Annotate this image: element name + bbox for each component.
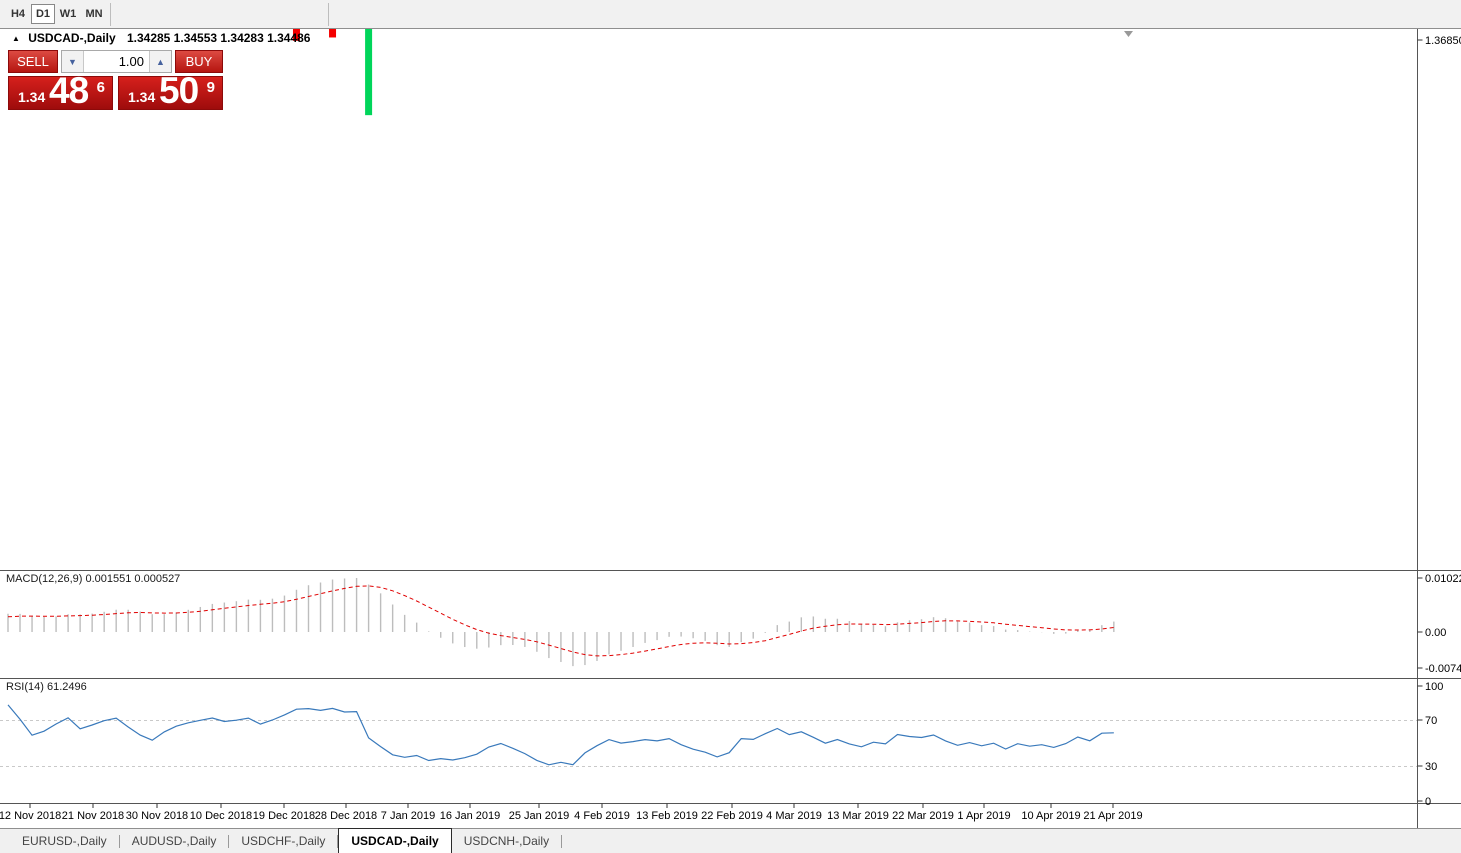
tab-eurusd-daily[interactable]: EURUSD-,Daily <box>22 834 107 848</box>
svg-text:10 Apr 2019: 10 Apr 2019 <box>1021 810 1080 822</box>
timeframe-toolbar: H4 D1 W1 MN <box>0 0 1461 29</box>
buy-price-big: 50 <box>159 70 199 111</box>
ohlc-values: 1.34285 1.34553 1.34283 1.34486 <box>126 31 311 45</box>
svg-text:13 Mar 2019: 13 Mar 2019 <box>827 810 889 822</box>
svg-text:0.010229: 0.010229 <box>1425 573 1461 585</box>
rsi-indicator-label: RSI(14) 61.2496 <box>6 681 87 693</box>
svg-text:4 Mar 2019: 4 Mar 2019 <box>766 810 822 822</box>
svg-text:25 Jan 2019: 25 Jan 2019 <box>509 810 570 822</box>
sell-price-big: 48 <box>49 70 89 111</box>
tab-separator <box>118 834 120 848</box>
volume-input[interactable]: 1.00 <box>118 54 144 69</box>
rsi-line <box>7 704 1114 766</box>
svg-text:22 Feb 2019: 22 Feb 2019 <box>701 810 763 822</box>
macd-name: MACD(12,26,9) <box>6 573 83 585</box>
tab-separator <box>228 834 230 848</box>
buy-price-prefix: 1.34 <box>128 89 156 105</box>
timeframe-mn-button[interactable]: MN <box>85 8 103 20</box>
rsi-name: RSI(14) <box>6 681 44 693</box>
toolbar-separator <box>328 3 329 26</box>
svg-text:4 Feb 2019: 4 Feb 2019 <box>574 810 630 822</box>
one-click-trade-panel: SELL ▼ 1.00 ▲ BUY 1.34 48 6 1.34 50 9 <box>8 48 223 111</box>
sell-button[interactable]: SELL <box>8 50 58 73</box>
svg-text:100: 100 <box>1425 681 1443 693</box>
svg-text:13 Feb 2019: 13 Feb 2019 <box>636 810 698 822</box>
svg-text:21 Apr 2019: 21 Apr 2019 <box>1083 810 1142 822</box>
macd-values: 0.001551 0.000527 <box>85 573 181 585</box>
toolbar-separator <box>110 3 111 26</box>
volume-increase-icon[interactable]: ▲ <box>149 51 171 72</box>
timeframe-w1-button[interactable]: W1 <box>59 8 77 20</box>
timeframe-d1-button[interactable]: D1 <box>31 4 55 24</box>
symbol-label: USDCAD-,Daily <box>28 31 116 45</box>
svg-text:10 Dec 2018: 10 Dec 2018 <box>190 810 252 822</box>
svg-text:30 Nov 2018: 30 Nov 2018 <box>126 810 188 822</box>
chart-shift-marker <box>1124 31 1133 37</box>
tab-usdcnh-daily[interactable]: USDCNH-,Daily <box>463 834 550 848</box>
timeframe-h4-button[interactable]: H4 <box>10 8 26 20</box>
chart-tabbar: EURUSD-,Daily AUDUSD-,Daily USDCHF-,Dail… <box>0 828 1461 853</box>
tab-usdcad-daily[interactable]: USDCAD-,Daily <box>338 828 452 853</box>
panel-separators <box>0 29 1461 828</box>
volume-stepper: ▼ 1.00 ▲ <box>61 50 172 73</box>
sell-price-button[interactable]: 1.34 48 6 <box>8 70 113 111</box>
tab-separator <box>337 834 339 848</box>
svg-text:7 Jan 2019: 7 Jan 2019 <box>381 810 435 822</box>
rsi-gridlines <box>0 720 1418 767</box>
buy-button[interactable]: BUY <box>175 50 223 73</box>
svg-text:1 Apr 2019: 1 Apr 2019 <box>957 810 1010 822</box>
svg-text:22 Mar 2019: 22 Mar 2019 <box>892 810 954 822</box>
tab-usdchf-daily[interactable]: USDCHF-,Daily <box>241 834 326 848</box>
svg-text:-0.007477: -0.007477 <box>1425 663 1461 675</box>
svg-text:1.36850: 1.36850 <box>1425 35 1461 47</box>
time-axis[interactable]: 12 Nov 2018 21 Nov 2018 30 Nov 2018 10 Dec … <box>0 803 1143 823</box>
collapse-trade-panel-icon[interactable]: ▲ <box>12 34 20 43</box>
rsi-value: 61.2496 <box>46 681 87 693</box>
svg-text:12 Nov 2018: 12 Nov 2018 <box>0 810 61 822</box>
indicator-axes[interactable]: 0.010229 0.00 -0.007477 100 70 30 0 <box>1417 573 1461 808</box>
macd-signal-line <box>7 585 1114 657</box>
svg-text:21 Nov 2018: 21 Nov 2018 <box>62 810 124 822</box>
sell-price-pipette: 6 <box>96 79 105 96</box>
sell-price-prefix: 1.34 <box>18 89 46 105</box>
svg-text:19 Dec 2018: 19 Dec 2018 <box>253 810 315 822</box>
chart-title: ▲ USDCAD-,Daily 1.34285 1.34553 1.34283 … <box>12 31 310 45</box>
svg-text:30: 30 <box>1425 761 1437 773</box>
tab-audusd-daily[interactable]: AUDUSD-,Daily <box>131 834 217 848</box>
macd-indicator-label: MACD(12,26,9) 0.001551 0.000527 <box>6 573 180 585</box>
buy-price-button[interactable]: 1.34 50 9 <box>118 70 223 111</box>
svg-text:0: 0 <box>1425 796 1431 808</box>
buy-price-pipette: 9 <box>206 79 215 96</box>
macd-histogram <box>7 578 1115 667</box>
svg-text:0.00: 0.00 <box>1425 627 1446 639</box>
svg-text:70: 70 <box>1425 715 1437 727</box>
svg-text:28 Dec 2018: 28 Dec 2018 <box>315 810 377 822</box>
tab-separator <box>561 834 563 848</box>
svg-text:16 Jan 2019: 16 Jan 2019 <box>440 810 501 822</box>
volume-decrease-icon[interactable]: ▼ <box>62 51 84 72</box>
